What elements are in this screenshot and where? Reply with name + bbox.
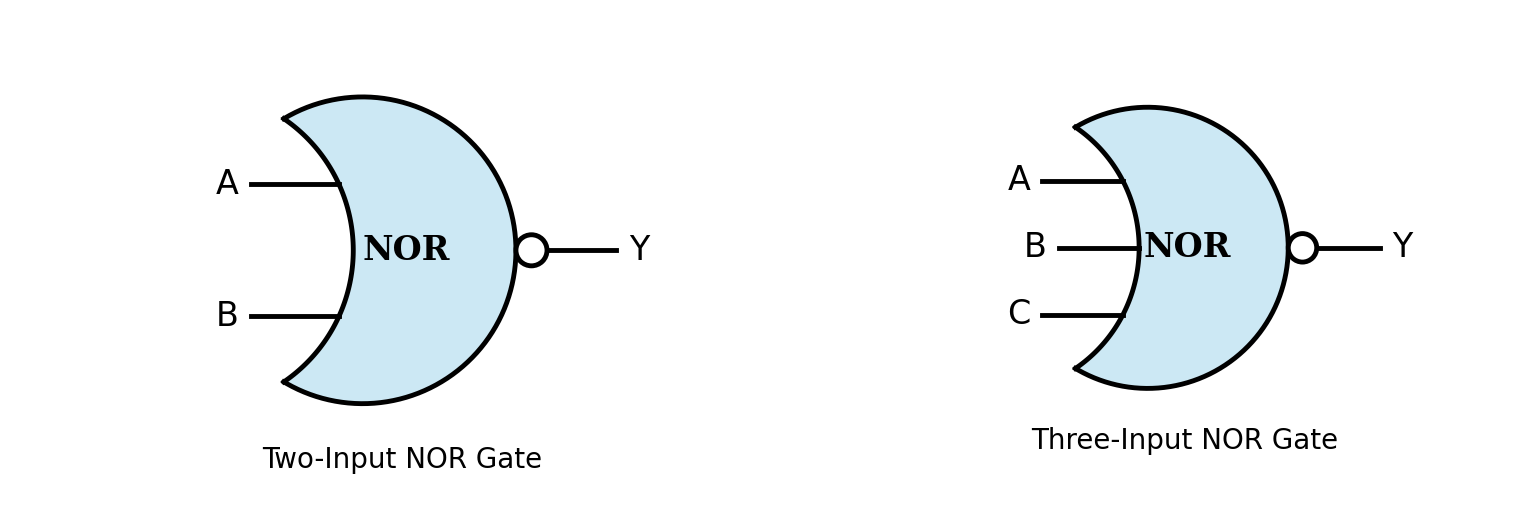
Text: NOR: NOR [362,234,450,267]
Polygon shape [284,97,516,404]
Text: A: A [215,168,238,201]
Text: NOR: NOR [1144,232,1232,264]
Text: C: C [1008,298,1031,332]
Text: B: B [215,299,238,333]
Text: Y: Y [630,234,650,267]
Text: A: A [1008,164,1031,197]
Text: Two-Input NOR Gate: Two-Input NOR Gate [263,447,542,474]
Circle shape [1289,234,1316,262]
Text: Three-Input NOR Gate: Three-Input NOR Gate [1031,426,1338,454]
Text: B: B [1025,232,1048,264]
Circle shape [516,235,547,266]
Text: Y: Y [1392,232,1413,264]
Polygon shape [1075,107,1289,388]
